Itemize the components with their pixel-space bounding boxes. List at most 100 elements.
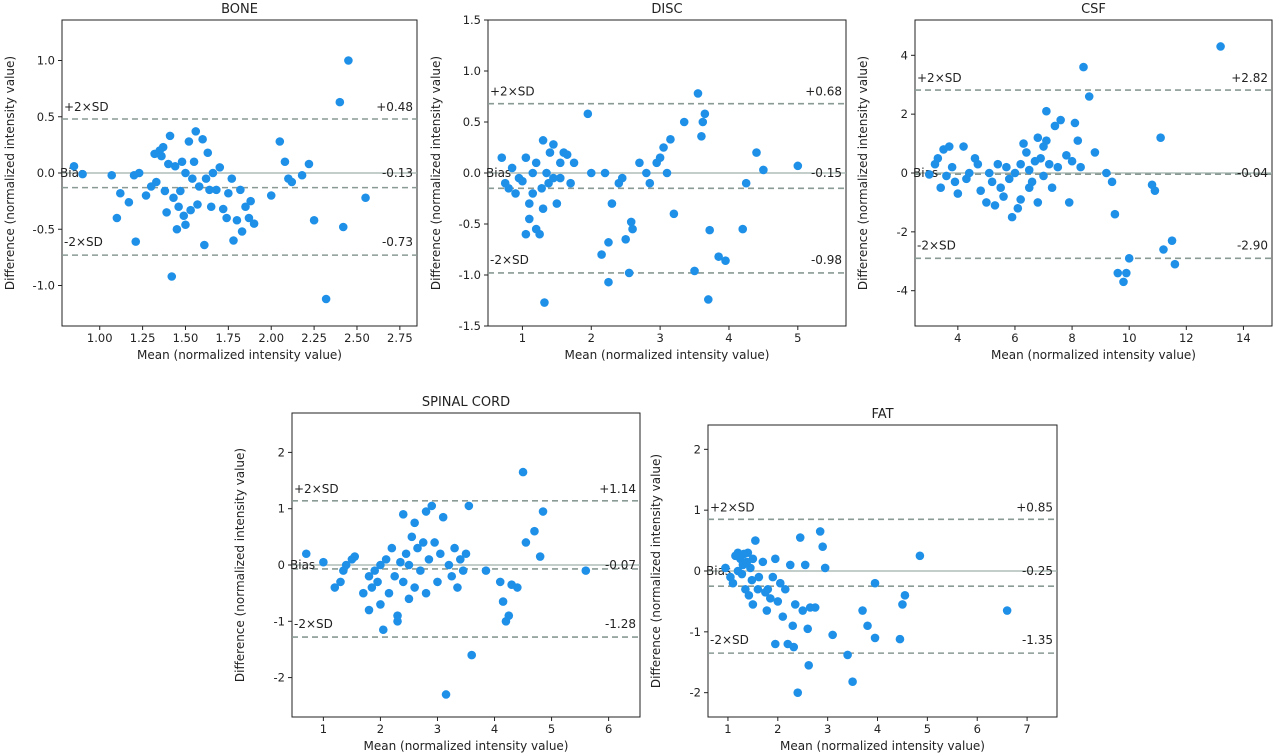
csf-data-point bbox=[1064, 198, 1074, 207]
bone-data-point bbox=[198, 134, 207, 144]
fat-y-tick-label: 1 bbox=[694, 503, 701, 517]
bone-points bbox=[69, 56, 370, 304]
spinal-cord-y-tick-label: 0 bbox=[278, 558, 285, 572]
spinal-cord-data-point bbox=[495, 577, 505, 587]
spinal-cord-x-tick-label: 4 bbox=[491, 722, 498, 736]
disc-data-point bbox=[521, 229, 531, 239]
disc-title: DISC bbox=[651, 2, 682, 17]
csf-bias-value-label: -0.04 bbox=[1237, 166, 1268, 180]
disc-data-point bbox=[628, 224, 637, 234]
spinal-cord-points bbox=[301, 467, 591, 699]
bone-data-point bbox=[134, 168, 144, 178]
fat-data-point bbox=[751, 536, 760, 545]
disc-data-point bbox=[528, 189, 538, 198]
spinal-cord-lower-value-label: -1.28 bbox=[605, 617, 636, 631]
csf-y-axis-label: Difference (normalized intensity value) bbox=[856, 56, 870, 290]
spinal-cord-data-point bbox=[378, 625, 388, 635]
csf-x-tick-label: 4 bbox=[954, 331, 961, 345]
fat-data-point bbox=[798, 606, 808, 615]
spinal-cord-data-point bbox=[398, 510, 408, 519]
spinal-cord-data-point bbox=[521, 538, 531, 547]
fat-data-point bbox=[744, 591, 754, 600]
disc-data-point bbox=[617, 173, 627, 183]
csf-data-point bbox=[1042, 136, 1051, 145]
csf-data-point bbox=[1033, 133, 1043, 142]
spinal-cord-data-point bbox=[367, 583, 377, 592]
fat-x-tick-label: 1 bbox=[724, 722, 731, 736]
disc-upper-sd-label: +2×SD bbox=[490, 85, 535, 99]
spinal-cord-data-point bbox=[438, 512, 448, 522]
csf-data-point bbox=[1027, 177, 1037, 187]
bone-data-point bbox=[200, 240, 209, 250]
csf-data-point bbox=[964, 168, 974, 178]
bone-data-point bbox=[176, 186, 185, 196]
bone-data-point bbox=[169, 193, 178, 203]
bone-bias-value-label: -0.13 bbox=[382, 166, 413, 180]
fat-data-point bbox=[870, 578, 880, 588]
disc-data-point bbox=[645, 178, 655, 188]
disc-y-tick-label: -1.5 bbox=[459, 319, 481, 333]
csf-data-point bbox=[1053, 162, 1063, 172]
fat-data-point bbox=[753, 584, 763, 594]
csf-data-point bbox=[1156, 133, 1165, 142]
spinal-cord-data-point bbox=[421, 507, 431, 516]
spinal-cord-data-point bbox=[458, 566, 468, 575]
spinal-cord-title: SPINAL CORD bbox=[422, 395, 510, 410]
disc-data-point bbox=[604, 277, 613, 287]
spinal-cord-x-axis-label: Mean (normalized intensity value) bbox=[364, 739, 569, 753]
disc-data-point bbox=[583, 109, 593, 119]
fat-data-point bbox=[748, 600, 758, 609]
csf-y-tick-label: 4 bbox=[901, 48, 908, 62]
disc-data-point bbox=[635, 158, 644, 168]
spinal-cord-data-point bbox=[407, 532, 417, 542]
spinal-cord-data-point bbox=[364, 571, 374, 581]
fat-data-point bbox=[858, 606, 867, 615]
spinal-cord-data-point bbox=[535, 552, 545, 561]
spinal-cord-x-tick-label: 1 bbox=[320, 722, 327, 736]
fat-y-axis-label: Difference (normalized intensity value) bbox=[649, 454, 663, 688]
csf-data-point bbox=[1062, 151, 1071, 160]
bone-data-point bbox=[188, 174, 197, 183]
bone-data-point bbox=[131, 237, 141, 246]
csf-data-point bbox=[1159, 245, 1168, 254]
disc-x-tick-label: 5 bbox=[794, 331, 801, 345]
spinal-cord-data-point bbox=[504, 611, 514, 620]
bone-y-tick-label: -0.5 bbox=[33, 222, 55, 236]
spinal-cord-data-point bbox=[416, 566, 425, 575]
csf-data-point bbox=[990, 201, 1000, 210]
spinal-cord-data-point bbox=[398, 577, 408, 587]
spinal-cord-data-point bbox=[421, 588, 431, 598]
disc-data-point bbox=[538, 204, 548, 213]
fat-data-point bbox=[762, 606, 772, 615]
csf-x-tick-label: 10 bbox=[1122, 331, 1137, 345]
csf-data-point bbox=[984, 168, 994, 178]
disc-lower-sd-label: -2×SD bbox=[490, 253, 529, 267]
bone-data-point bbox=[179, 211, 189, 221]
disc-data-point bbox=[537, 184, 546, 193]
csf-data-point bbox=[1007, 212, 1017, 222]
bone-x-tick-label: 2.00 bbox=[258, 331, 284, 345]
spinal-cord-data-point bbox=[390, 571, 399, 581]
bone-data-point bbox=[215, 163, 225, 172]
fat-data-point bbox=[810, 603, 820, 612]
fat-data-point bbox=[820, 563, 830, 573]
disc-y-tick-label: 0.5 bbox=[463, 115, 481, 129]
spinal-cord-x-tick-label: 5 bbox=[548, 722, 555, 736]
bone-y-axis-label: Difference (normalized intensity value) bbox=[3, 56, 17, 290]
fat-data-point bbox=[898, 600, 907, 609]
bone-data-point bbox=[69, 161, 79, 171]
fat-y-tick-label: 2 bbox=[694, 442, 701, 456]
fat-data-point bbox=[793, 688, 803, 697]
csf-data-point bbox=[1216, 42, 1225, 51]
csf-title: CSF bbox=[1081, 2, 1106, 17]
csf-data-point bbox=[1124, 254, 1134, 263]
bone-data-point bbox=[297, 170, 307, 180]
fat-lower-sd-label: -2×SD bbox=[710, 633, 749, 647]
bone-data-point bbox=[275, 137, 285, 146]
spinal-cord-data-point bbox=[581, 566, 591, 575]
bone-data-point bbox=[141, 191, 151, 200]
bone-data-point bbox=[167, 272, 177, 281]
spinal-cord-panel: SPINAL CORD 1 2 3 4 5 6 2 1 0 -1 -2 Mean (normalized… bbox=[233, 395, 641, 753]
fat-x-axis-label: Mean (normalized intensity value) bbox=[780, 739, 985, 753]
fat-data-point bbox=[775, 578, 785, 588]
